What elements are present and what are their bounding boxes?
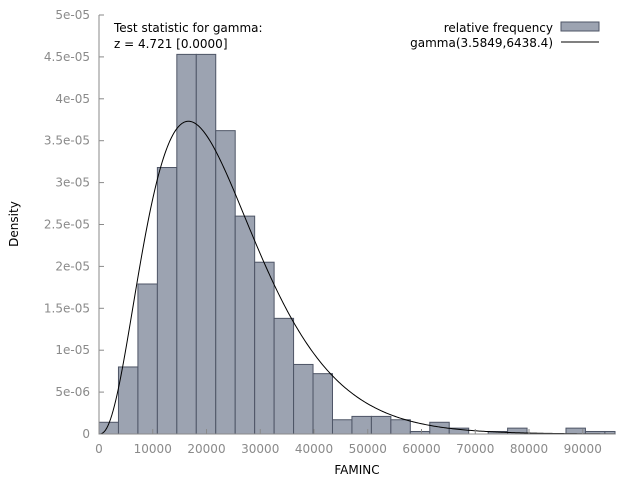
x-tick-label: 70000: [456, 442, 494, 456]
histogram-bar: [273, 317, 295, 435]
y-tick-label: 1e-05: [55, 343, 90, 357]
histogram-bar: [331, 419, 353, 435]
y-axis: 0 5e-06 1e-05 1.5e-05 2e-05 2.5e-05 3e-05 3.5e-…: [44, 8, 104, 441]
histogram-bar: [312, 373, 333, 435]
x-tick-label: 60000: [402, 442, 440, 456]
histogram-bars: [98, 53, 616, 435]
x-tick-label: 10000: [134, 442, 172, 456]
histogram-bar: [234, 215, 256, 435]
y-tick-label: 5e-06: [55, 385, 90, 399]
histogram-bar: [215, 130, 236, 435]
y-tick-label: 2e-05: [55, 259, 90, 273]
x-axis-label: FAMINC: [334, 463, 379, 477]
legend-label-gamma: gamma(3.5849,6438.4): [410, 36, 553, 50]
x-tick-label: 0: [95, 442, 103, 456]
histogram-bar: [117, 366, 139, 435]
histogram-bar: [351, 415, 372, 435]
histogram-bar: [156, 167, 178, 435]
histogram-bar: [195, 53, 217, 435]
x-tick-label: 40000: [295, 442, 333, 456]
histogram-bar: [254, 261, 275, 435]
x-tick-label: 50000: [349, 442, 387, 456]
y-tick-label: 0: [82, 427, 90, 441]
y-tick-label: 4e-05: [55, 92, 90, 106]
x-tick-label: 90000: [564, 442, 602, 456]
x-axis: 0 10000 20000 30000 40000 50000 60000 70000 8000…: [95, 429, 602, 456]
y-tick-label: 5e-05: [55, 8, 90, 22]
x-tick-label: 30000: [241, 442, 279, 456]
x-tick-label: 20000: [187, 442, 225, 456]
y-tick-label: 3e-05: [55, 176, 90, 190]
histogram-bar: [370, 415, 392, 435]
annotation-line-2: z = 4.721 [0.0000]: [114, 37, 228, 51]
legend-label-relative-frequency: relative frequency: [444, 21, 553, 35]
legend: relative frequency gamma(3.5849,6438.4): [410, 21, 600, 50]
y-tick-label: 1.5e-05: [44, 301, 90, 315]
histogram-bar: [137, 283, 158, 435]
legend-swatch-histogram: [560, 21, 600, 32]
y-tick-label: 4.5e-05: [44, 50, 90, 64]
annotation-line-1: Test statistic for gamma:: [113, 21, 263, 35]
histogram-bar: [176, 53, 197, 435]
y-tick-label: 3.5e-05: [44, 134, 90, 148]
y-axis-label: Density: [7, 201, 21, 247]
y-tick-label: 2.5e-05: [44, 218, 90, 232]
x-tick-label: 80000: [510, 442, 548, 456]
histogram-bar: [390, 419, 411, 435]
histogram-bar: [293, 363, 314, 435]
